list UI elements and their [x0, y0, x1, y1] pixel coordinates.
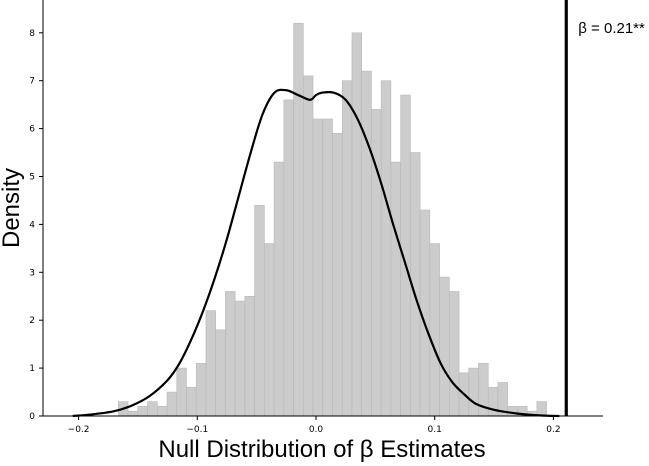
histogram-bar	[127, 410, 139, 417]
y-tick-label: 6	[29, 125, 35, 135]
histogram-bar	[147, 401, 158, 417]
histogram-bar	[380, 80, 392, 417]
histogram-bar	[234, 300, 246, 417]
histogram-bar	[351, 32, 362, 417]
histogram-bars	[118, 22, 547, 417]
histogram-bar	[439, 276, 450, 417]
y-tick-label: 7	[29, 77, 35, 87]
x-tick-label: −0.2	[68, 425, 90, 435]
histogram-bar	[341, 80, 353, 417]
histogram-bar	[215, 329, 226, 417]
histogram-bar	[166, 391, 178, 417]
histogram-bar	[507, 406, 518, 417]
histogram-bar	[322, 118, 333, 417]
histogram-bar	[137, 406, 148, 417]
y-tick-label: 2	[29, 316, 35, 326]
histogram-bar	[244, 295, 255, 417]
histogram-bar	[273, 161, 285, 417]
x-ticks: −0.2 −0.1 0.0 0.1 0.2	[68, 416, 561, 435]
y-tick-label: 1	[29, 364, 35, 374]
histogram-bar	[156, 406, 168, 417]
kde-curve	[72, 88, 560, 418]
y-tick-label: 4	[29, 220, 35, 230]
x-tick-label: −0.1	[186, 425, 208, 435]
histogram-bar	[225, 291, 236, 417]
histogram-bar	[293, 22, 304, 417]
y-tick-label: 5	[29, 173, 35, 183]
histogram-bar	[254, 204, 265, 417]
histogram-bar	[186, 386, 197, 417]
observed-beta-label: β = 0.21**	[578, 20, 645, 37]
x-axis-label: Null Distribution of β Estimates	[158, 436, 485, 463]
x-tick-label: 0.2	[546, 425, 560, 435]
histogram-bar	[429, 243, 440, 417]
histogram-bar	[302, 75, 314, 417]
y-tick-label: 3	[29, 268, 35, 278]
histogram-bar	[390, 161, 401, 417]
histogram-bar	[487, 386, 499, 417]
histogram-bar	[312, 118, 324, 417]
histogram-bar	[264, 243, 275, 417]
histogram-bar	[176, 367, 187, 417]
histogram-bar	[283, 99, 294, 417]
histogram-bar	[449, 291, 460, 417]
y-tick-label: 8	[29, 29, 35, 39]
histogram-bar	[332, 133, 343, 417]
x-tick-label: 0.1	[428, 425, 442, 435]
y-ticks: 0 1 2 3 4 5 6 7 8	[29, 29, 43, 422]
histogram-bar	[468, 367, 479, 417]
histogram-bar	[205, 310, 216, 417]
histogram-bar	[361, 70, 372, 417]
y-tick-label: 0	[29, 412, 35, 422]
histogram-bar	[195, 363, 207, 417]
y-axis-label: Density	[0, 168, 25, 248]
x-tick-label: 0.0	[309, 425, 324, 435]
histogram-bar	[536, 401, 547, 417]
